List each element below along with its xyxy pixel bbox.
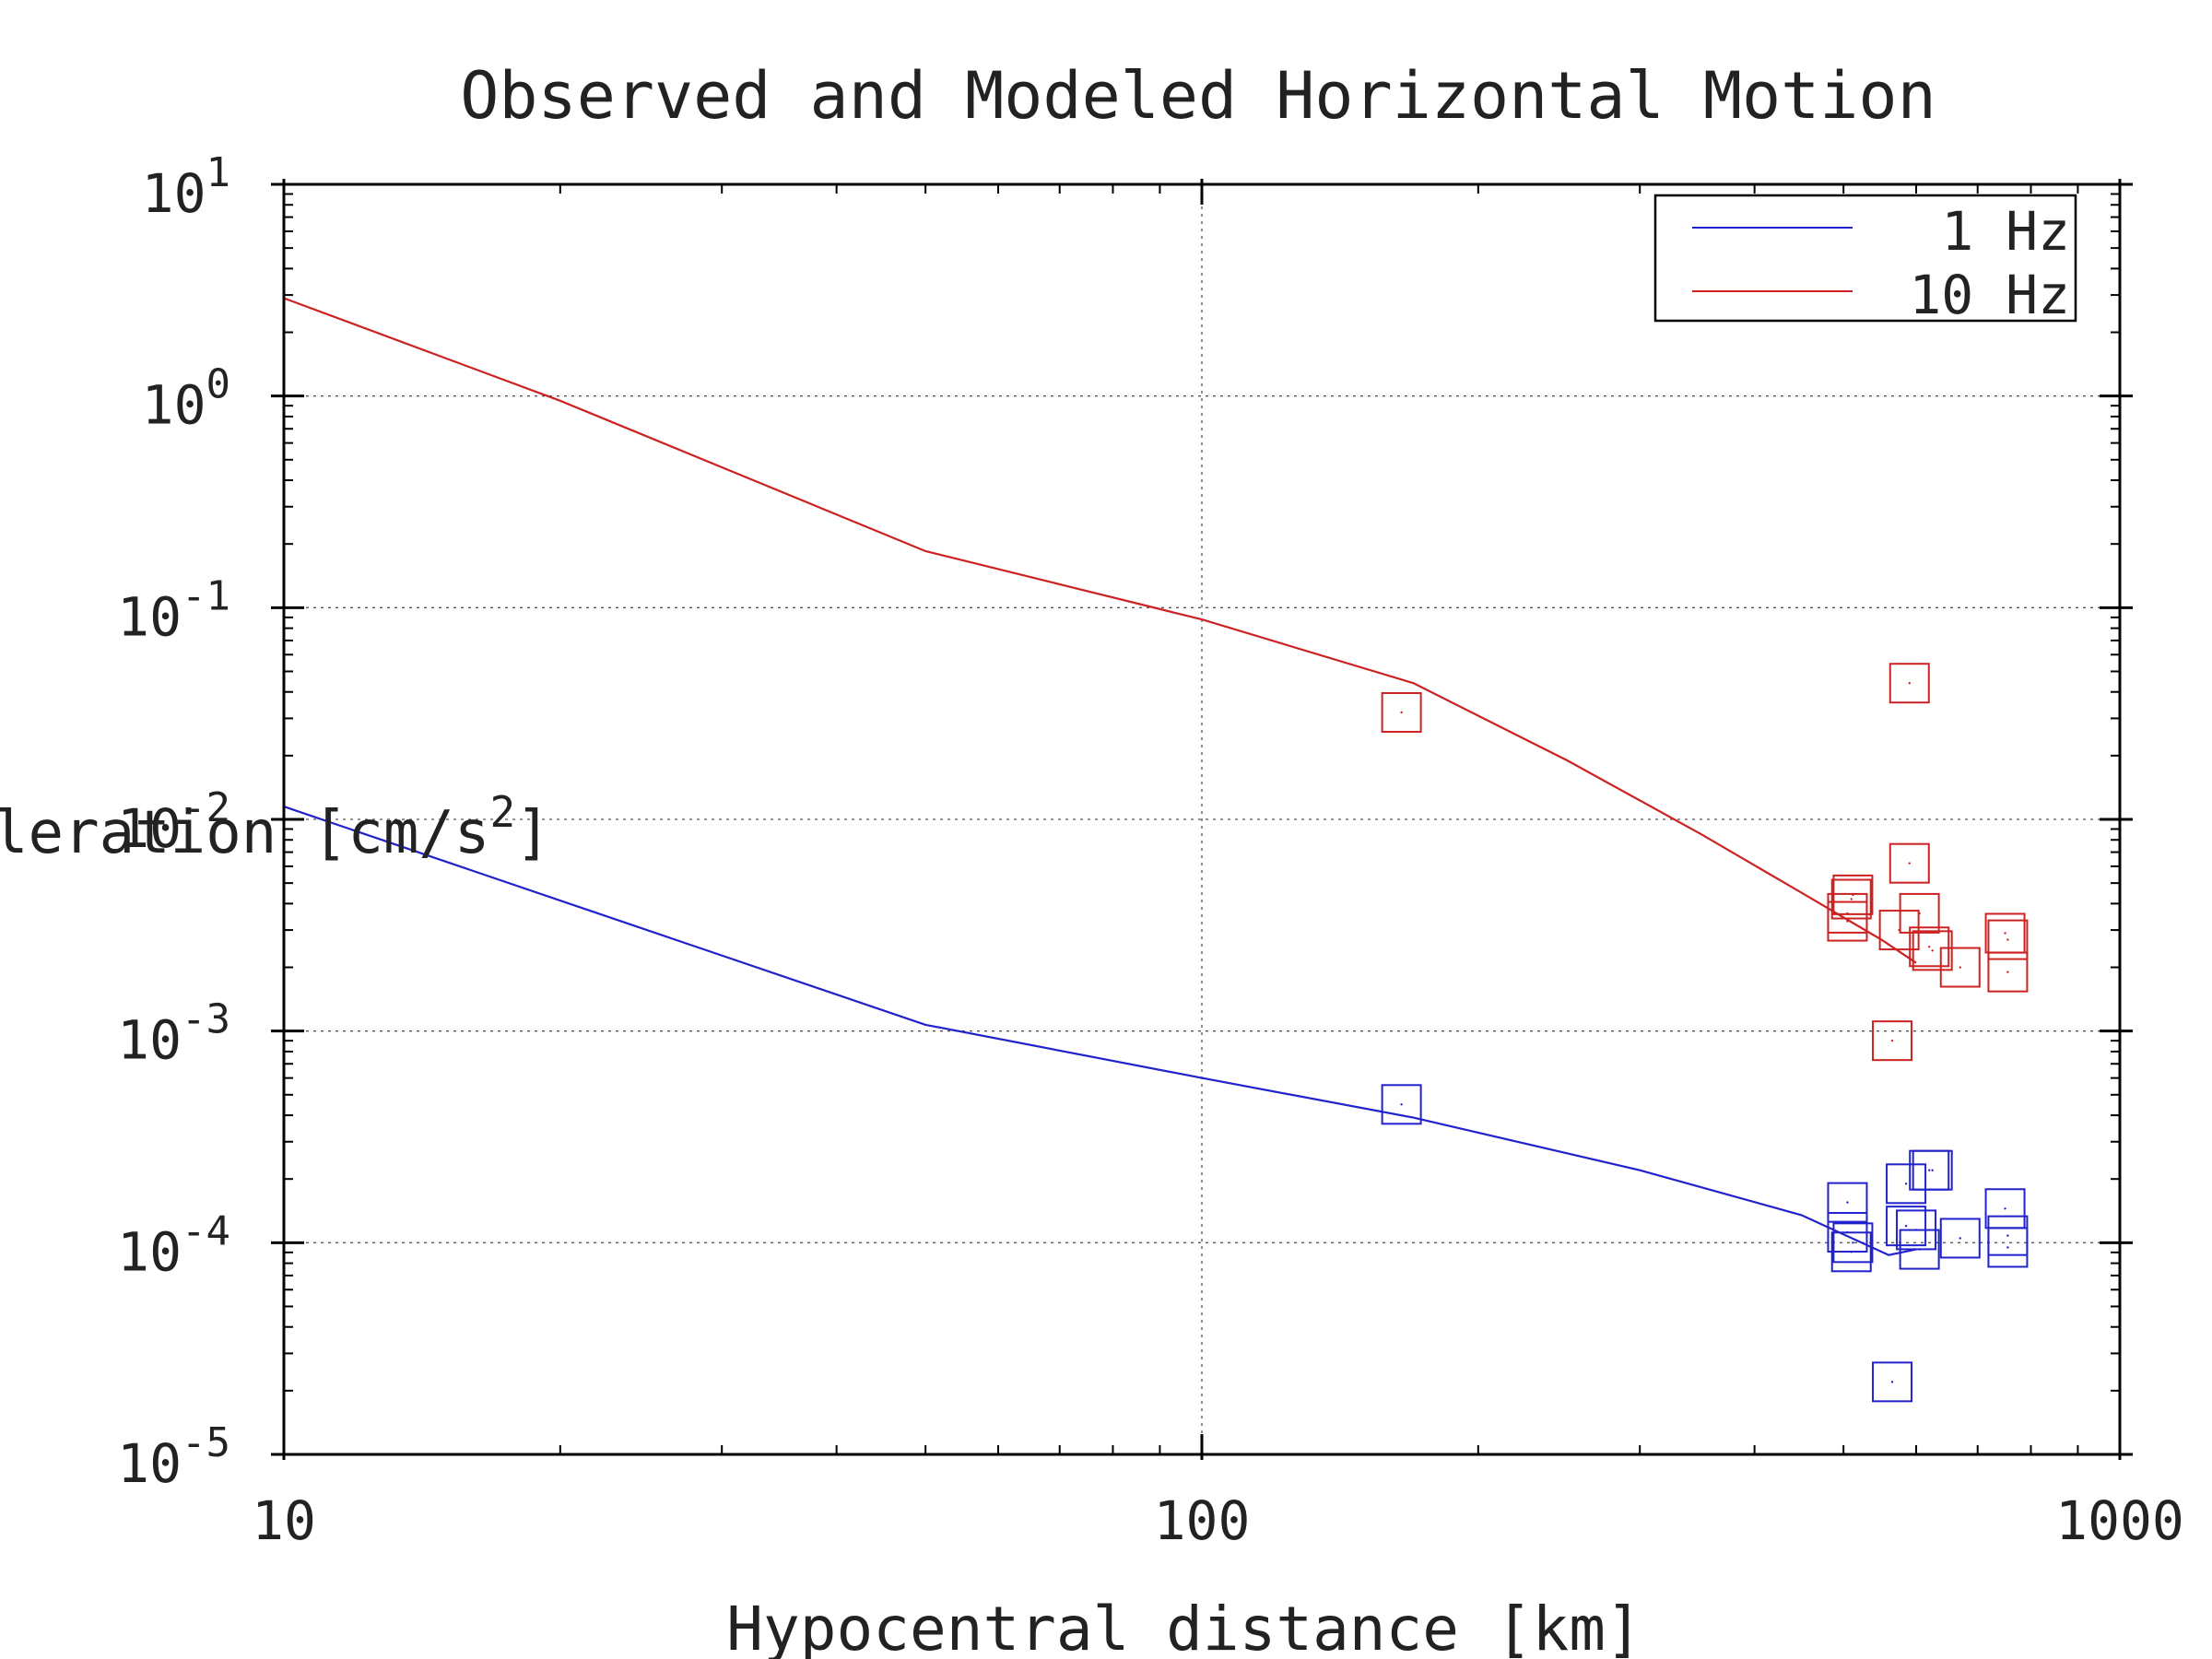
observed-point <box>2006 1234 2009 1237</box>
observed-marker <box>1909 926 1950 968</box>
y-tick-label: 10-3 <box>117 996 230 1072</box>
observed-point <box>1904 1182 1908 1185</box>
observed-point <box>1890 1381 1894 1383</box>
observed-marker <box>1827 1182 1868 1223</box>
y-tick-label-exponent: -5 <box>182 1419 230 1466</box>
observed-point <box>1890 1039 1894 1042</box>
y-tick-label-exponent: 0 <box>206 361 231 408</box>
y-tick-label: 10-2 <box>117 784 230 860</box>
y-tick-label: 10-5 <box>117 1419 230 1495</box>
y-tick-label-exponent: -1 <box>182 572 230 619</box>
observed-point <box>1959 1237 1961 1240</box>
x-tick-label: 10 <box>252 1489 316 1552</box>
observed-marker <box>1832 1222 1874 1264</box>
observed-point <box>2004 1207 2006 1210</box>
observed-marker <box>1888 842 1930 884</box>
model-line <box>283 806 1917 1256</box>
observed-point <box>2006 1246 2009 1249</box>
observed-point <box>2004 932 2006 935</box>
observed-marker <box>1886 1163 1927 1205</box>
y-tick-label: 10-4 <box>117 1207 230 1283</box>
observed-point <box>1400 711 1403 714</box>
y-tick-label-base: 10 <box>117 1220 182 1283</box>
y-tick-label-exponent: -3 <box>182 996 230 1043</box>
x-tick-label: 100 <box>1154 1489 1251 1552</box>
observed-point <box>1400 1103 1403 1106</box>
observed-marker <box>1381 1084 1422 1125</box>
observed-marker <box>1888 663 1930 704</box>
observed-marker <box>1830 1231 1872 1273</box>
x-axis-label: Hypocentral distance [km] <box>726 1594 1641 1659</box>
model-line <box>283 297 1917 964</box>
observed-point <box>1852 1241 1854 1244</box>
observed-point <box>1908 862 1911 865</box>
observed-marker <box>1886 1206 1927 1247</box>
observed-point <box>1918 1248 1921 1251</box>
y-tick-label: 100 <box>142 361 230 437</box>
observed-marker <box>1912 1149 1953 1191</box>
observed-marker <box>1987 951 2029 993</box>
observed-marker <box>1832 874 1874 915</box>
observed-marker <box>1830 878 1872 920</box>
x-tick-label: 1000 <box>2055 1489 2184 1552</box>
y-tick-label-base: 10 <box>117 1432 182 1495</box>
grid <box>284 184 2120 1454</box>
observed-point <box>2006 971 2009 973</box>
observed-point <box>1904 1224 1908 1228</box>
observed-point <box>1852 893 1854 897</box>
observed-marker <box>1899 892 1940 934</box>
observed-point <box>1928 1169 1931 1171</box>
y-axis-label: leration [cm/s2] <box>0 787 551 867</box>
observed-point <box>1959 966 1961 969</box>
observed-marker <box>1899 1229 1940 1270</box>
y-tick-label-base: 10 <box>117 1009 182 1072</box>
y-axis-label-main: leration [cm/s <box>0 799 489 867</box>
legend-label-1hz: 1 Hz <box>1941 200 2070 263</box>
y-tick-label: 101 <box>142 149 230 225</box>
y-axis-label-close: ] <box>515 799 551 867</box>
observed-marker <box>1912 930 1953 971</box>
y-axis-label-sup: 2 <box>489 787 515 837</box>
observed-marker <box>1939 947 1981 988</box>
y-tick-label-exponent: 1 <box>206 149 231 196</box>
observed-marker <box>1827 900 1868 942</box>
observed-marker <box>1872 1361 1913 1403</box>
legend-box <box>1653 194 2077 323</box>
series-1hz <box>283 806 2029 1403</box>
observed-point <box>1928 946 1931 948</box>
series-10hz <box>283 297 2029 1062</box>
x-tick-labels: 10 100 1000 <box>252 1489 2184 1552</box>
y-tick-label-base: 10 <box>142 374 206 437</box>
observed-marker <box>1381 691 1422 733</box>
observed-point <box>1918 912 1921 915</box>
observed-point <box>1931 1169 1934 1171</box>
plot-frame <box>282 182 2122 1456</box>
observed-marker <box>1939 1218 1981 1259</box>
observed-point <box>1850 898 1853 900</box>
observed-point <box>1850 1251 1853 1253</box>
observed-point <box>1846 920 1849 923</box>
observed-point <box>1846 1201 1849 1204</box>
y-tick-label-base: 10 <box>117 585 182 648</box>
y-tick-label-base: 10 <box>142 162 206 225</box>
chart-title: Observed and Modeled Horizontal Motion <box>460 58 1936 134</box>
y-tick-label-base: 10 <box>117 797 182 860</box>
legend: 1 Hz 10 Hz <box>1653 194 2077 326</box>
legend-label-10hz: 10 Hz <box>1909 264 2070 326</box>
observed-point <box>1908 682 1911 685</box>
y-tick-label: 10-1 <box>117 572 230 648</box>
minor-ticks <box>284 184 2120 1454</box>
observed-marker <box>1987 1227 2029 1268</box>
observed-point <box>2006 938 2009 941</box>
observed-marker <box>1987 919 2029 960</box>
observed-marker <box>1872 1020 1913 1062</box>
y-tick-label-exponent: -2 <box>182 784 230 831</box>
y-tick-label-exponent: -4 <box>182 1207 230 1254</box>
observed-point <box>1931 949 1934 952</box>
series-layer <box>283 297 2029 1403</box>
